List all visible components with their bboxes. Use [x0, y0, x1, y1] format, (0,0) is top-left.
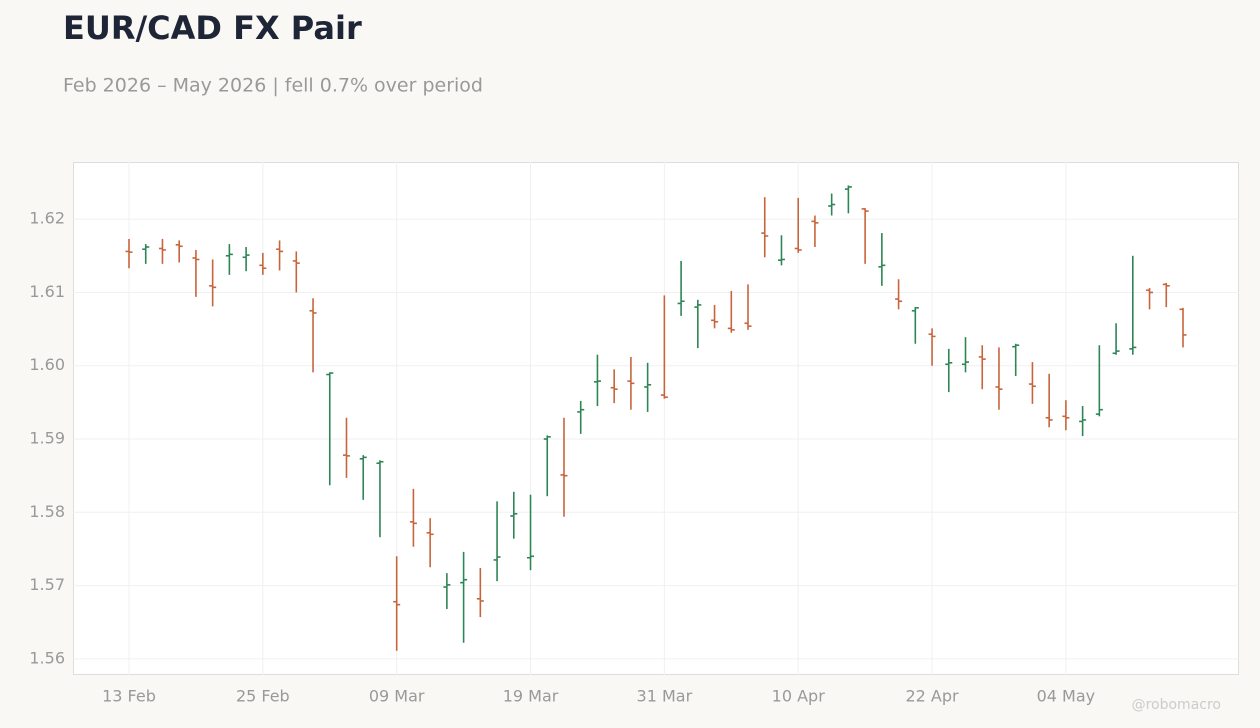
plot-area [73, 162, 1239, 675]
y-tick-label: 1.57 [29, 575, 65, 594]
x-tick-label: 25 Feb [236, 687, 290, 706]
x-tick-label: 22 Apr [905, 687, 959, 706]
y-tick-label: 1.61 [29, 282, 65, 301]
y-tick-label: 1.62 [29, 209, 65, 228]
x-tick-label: 10 Apr [772, 687, 826, 706]
chart-subtitle: Feb 2026 – May 2026 | fell 0.7% over per… [63, 75, 483, 97]
y-tick-label: 1.60 [29, 355, 65, 374]
watermark: @robomacro [1132, 697, 1221, 713]
y-tick-label: 1.59 [29, 429, 65, 448]
chart-title: EUR/CAD FX Pair [63, 9, 362, 47]
x-tick-label: 13 Feb [102, 687, 156, 706]
x-tick-label: 31 Mar [637, 687, 693, 706]
x-tick-label: 04 May [1037, 687, 1096, 706]
y-tick-label: 1.56 [29, 648, 65, 667]
x-tick-label: 19 Mar [503, 687, 559, 706]
y-tick-label: 1.58 [29, 502, 65, 521]
x-tick-label: 09 Mar [369, 687, 425, 706]
